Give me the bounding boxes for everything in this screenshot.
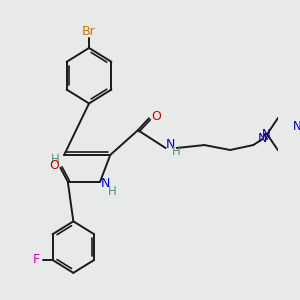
Text: N: N [166, 138, 175, 151]
Text: N: N [258, 132, 267, 145]
Text: H: H [108, 185, 116, 198]
Text: O: O [152, 110, 161, 123]
Text: F: F [32, 254, 40, 266]
Text: H: H [50, 153, 59, 167]
Text: N: N [293, 120, 300, 133]
Text: N: N [262, 128, 271, 141]
Text: H: H [172, 146, 181, 158]
Text: N: N [101, 177, 110, 190]
Text: O: O [49, 159, 59, 172]
Text: Br: Br [82, 25, 96, 38]
